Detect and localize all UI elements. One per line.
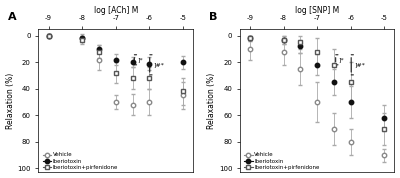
Text: A: A	[8, 12, 16, 22]
Text: ]*: ]*	[339, 57, 344, 62]
Legend: Vehicle, Iberiotoxin, Iberiotoxin+pirfenidone: Vehicle, Iberiotoxin, Iberiotoxin+pirfen…	[244, 152, 320, 170]
Text: ]*: ]*	[138, 57, 143, 62]
Y-axis label: Relaxation (%): Relaxation (%)	[207, 73, 216, 129]
X-axis label: log [SNP] M: log [SNP] M	[295, 6, 339, 15]
Legend: Vehicle, Iberiotoxin, Iberiotoxin+pirfenidone: Vehicle, Iberiotoxin, Iberiotoxin+pirfen…	[43, 152, 118, 170]
X-axis label: log [ACh] M: log [ACh] M	[94, 6, 138, 15]
Text: ]#*: ]#*	[153, 62, 164, 67]
Text: B: B	[209, 12, 217, 22]
Y-axis label: Relaxation (%): Relaxation (%)	[6, 73, 14, 129]
Text: ]#*: ]#*	[354, 62, 365, 67]
